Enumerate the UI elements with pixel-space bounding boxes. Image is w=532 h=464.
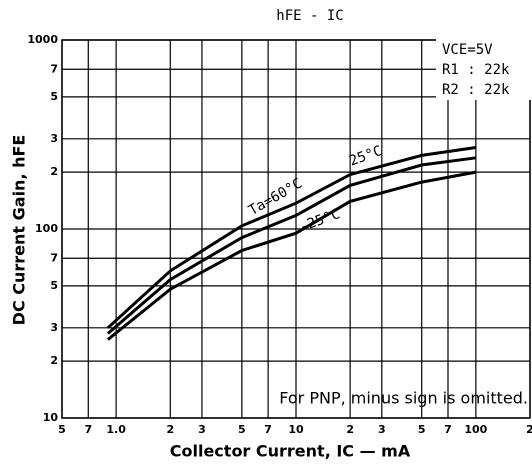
x-tick-label: 3 [378,423,386,436]
note-bg [238,386,530,412]
x-tick-label: 7 [84,423,92,436]
x-tick-label: 2 [166,423,174,436]
x-axis-label: Collector Current, IC — mA [170,442,411,461]
x-tick-label: 7 [444,423,452,436]
note: For PNP, minus sign is omitted. [279,389,528,408]
x-tick-label: 5 [418,423,426,436]
y-tick-label: 7 [50,251,58,264]
x-tick-label: 5 [238,423,246,436]
annotation: R1 : 22k [442,62,510,78]
curve [106,156,477,335]
annotation: R2 : 22k [442,82,510,98]
y-tick-label: 3 [50,321,58,334]
x-tick-label: 7 [264,423,272,436]
x-tick-label: 2 [346,423,354,436]
y-tick-label: 5 [50,90,58,103]
y-tick-label: 7 [50,62,58,75]
y-axis-label: DC Current Gain, hFE [10,135,29,326]
y-tick-label: 1000 [27,33,58,46]
x-tick-label: 1.0 [106,423,126,436]
y-tick-label: 3 [50,132,58,145]
x-tick-label: 10 [288,423,304,436]
x-tick-label: 100 [464,423,487,436]
y-tick-label: 2 [50,354,58,367]
x-tick-label: 5 [58,423,66,436]
y-tick-label: 5 [50,279,58,292]
annotation-bg [436,38,532,100]
chart-title: hFE - IC [276,8,343,24]
y-tick-label: 2 [50,165,58,178]
plot-frame [61,39,531,419]
x-tick-label: 3 [198,423,206,436]
curve [106,170,477,341]
curve [106,146,477,329]
y-tick-label: 10 [43,411,59,424]
x-tick-label: 2 [526,423,532,436]
annotation: VCE=5V [442,42,493,58]
y-tick-label: 100 [35,222,58,235]
